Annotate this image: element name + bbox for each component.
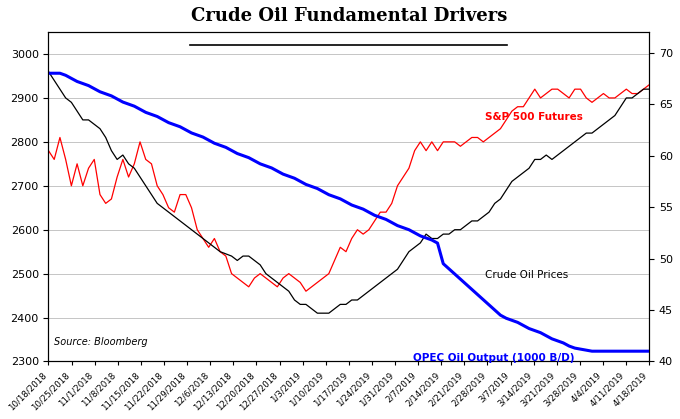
Text: Crude Oil Prices: Crude Oil Prices	[485, 270, 568, 280]
Title: Crude Oil Fundamental Drivers: Crude Oil Fundamental Drivers	[190, 7, 507, 25]
Text: OPEC Oil Output (1000 B/D): OPEC Oil Output (1000 B/D)	[413, 354, 575, 364]
Text: S&P 500 Futures: S&P 500 Futures	[485, 112, 582, 122]
Text: Source: Bloomberg: Source: Bloomberg	[54, 337, 148, 347]
